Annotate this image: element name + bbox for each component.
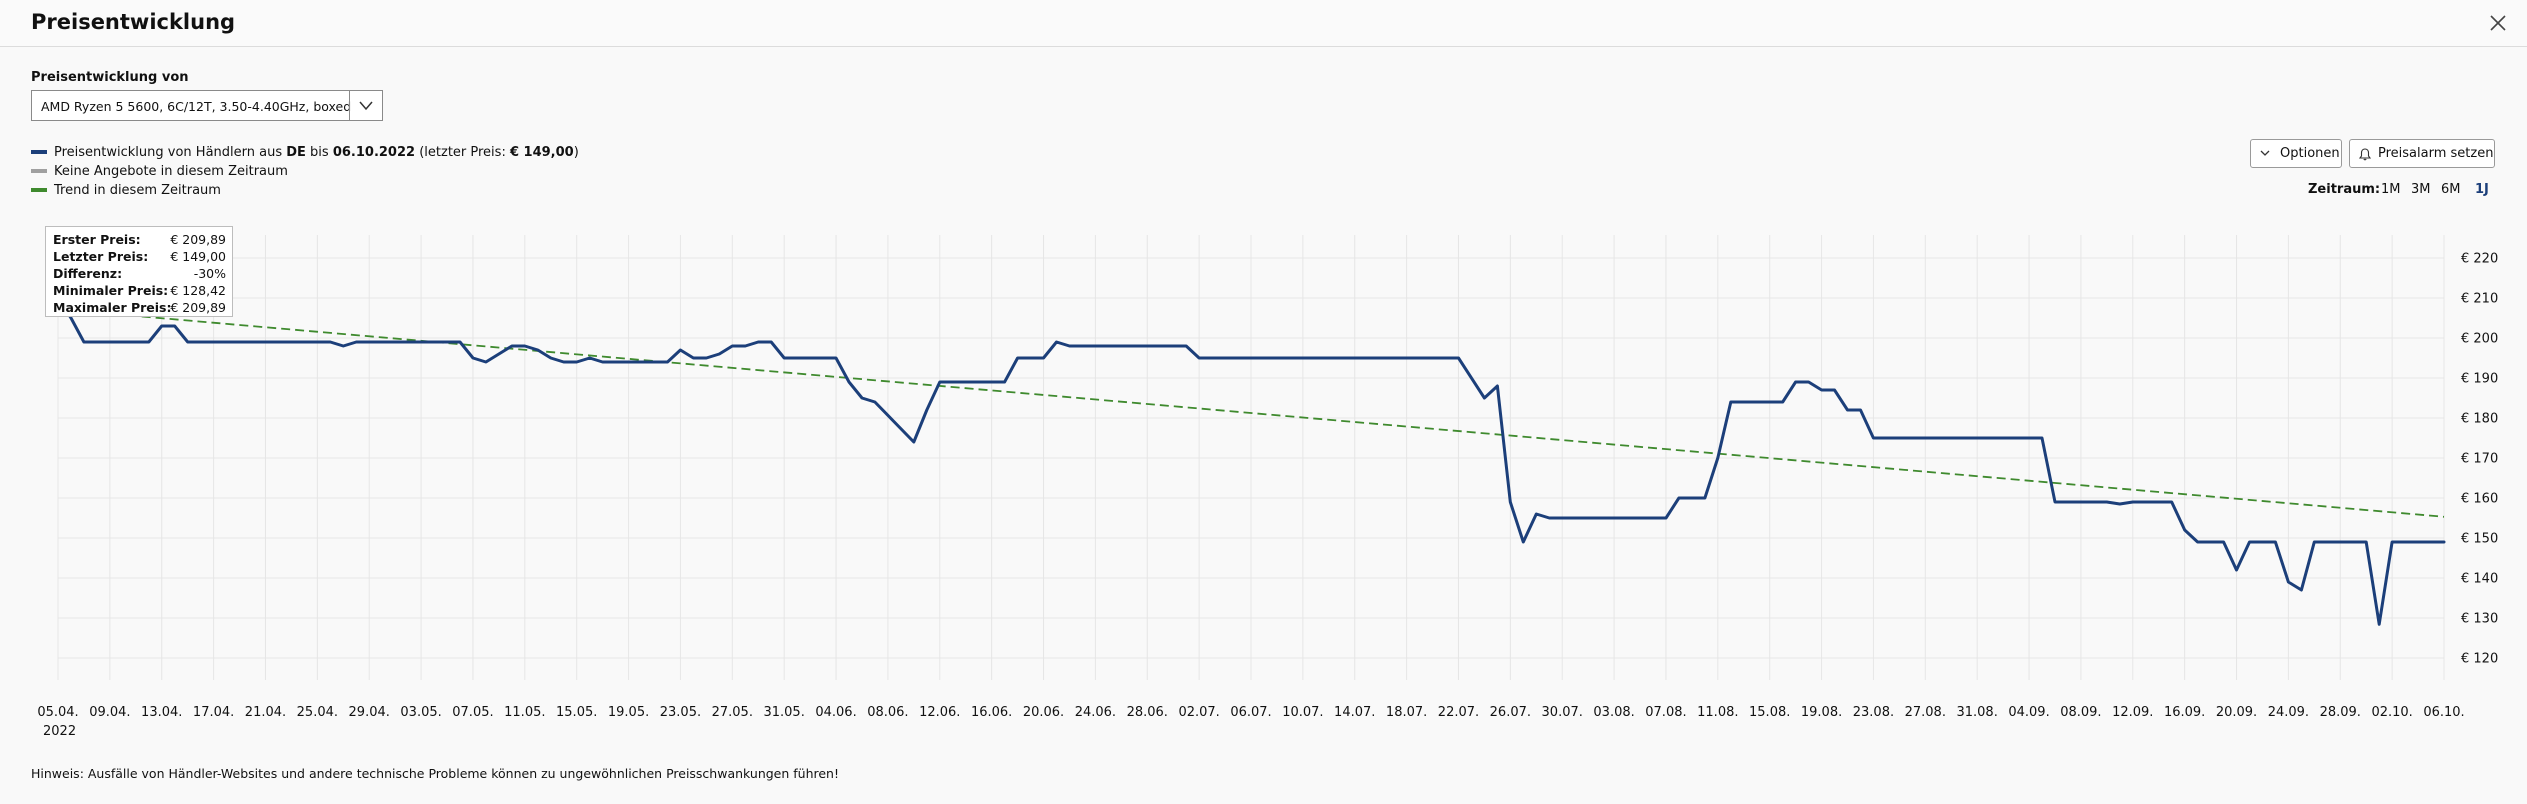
x-tick-label: 14.07.: [1334, 705, 1375, 720]
x-tick-label: 04.06.: [815, 705, 856, 720]
x-tick-label: 05.04.: [37, 705, 78, 720]
x-tick-label: 15.08.: [1749, 705, 1790, 720]
tooltip-row-difference: Differenz: -30%: [53, 266, 226, 281]
x-tick-label: 20.06.: [1023, 705, 1064, 720]
x-tick-label: 09.04.: [89, 705, 130, 720]
x-tick-label: 03.08.: [1593, 705, 1634, 720]
zeitraum-option-1j[interactable]: 1J: [2475, 182, 2489, 197]
y-tick-label: € 120: [2461, 652, 2498, 667]
x-tick-label: 06.10.: [2423, 705, 2464, 720]
x-tick-label: 26.07.: [1490, 705, 1531, 720]
x-tick-label: 12.09.: [2112, 705, 2153, 720]
x-tick-label: 22.07.: [1438, 705, 1479, 720]
zeitraum-option-6m[interactable]: 6M: [2441, 182, 2461, 197]
y-tick-label: € 190: [2461, 372, 2498, 387]
trend-line: [57, 308, 2445, 518]
legend-swatch-price: [31, 149, 47, 154]
x-tick-label: 07.05.: [452, 705, 493, 720]
product-select[interactable]: AMD Ryzen 5 5600, 6C/12T, 3.50-4.40GHz, …: [31, 90, 383, 121]
x-tick-label: 18.07.: [1386, 705, 1427, 720]
x-tick-label: 31.05.: [763, 705, 804, 720]
x-tick-label: 07.08.: [1645, 705, 1686, 720]
zeitraum-label: Zeitraum:: [2308, 182, 2381, 197]
legend-item-no-offers: Keine Angebote in diesem Zeitraum: [31, 164, 288, 179]
y-tick-label: € 200: [2461, 332, 2498, 347]
x-tick-label: 08.09.: [2060, 705, 2101, 720]
price-line: [56, 296, 2446, 626]
x-tick-label: 11.08.: [1697, 705, 1738, 720]
x-tick-label: 30.07.: [1542, 705, 1583, 720]
y-tick-label: € 210: [2461, 292, 2498, 307]
tooltip-row-min-price: Minimaler Preis: € 128,42: [53, 283, 226, 298]
x-tick-label: 12.06.: [919, 705, 960, 720]
x-tick-label: 13.04.: [141, 705, 182, 720]
chevron-down-icon[interactable]: [349, 91, 382, 120]
x-tick-label: 27.08.: [1905, 705, 1946, 720]
x-tick-label: 02.10.: [2371, 705, 2412, 720]
y-tick-label: € 180: [2461, 412, 2498, 427]
x-year-label: 2022: [43, 724, 76, 739]
x-tick-label: 16.06.: [971, 705, 1012, 720]
x-tick-label: 20.09.: [2216, 705, 2257, 720]
x-tick-label: 31.08.: [1956, 705, 1997, 720]
tooltip-row-max-price: Maximaler Preis: € 209,89: [53, 300, 226, 315]
y-tick-label: € 140: [2461, 572, 2498, 587]
x-tick-label: 23.05.: [660, 705, 701, 720]
zeitraum-option-3m[interactable]: 3M: [2411, 182, 2431, 197]
x-tick-label: 25.04.: [297, 705, 338, 720]
legend-item-trend: Trend in diesem Zeitraum: [31, 183, 221, 198]
x-tick-label: 21.04.: [245, 705, 286, 720]
y-tick-label: € 170: [2461, 452, 2498, 467]
chevron-down-icon: [2260, 150, 2270, 156]
price-summary-tooltip: Erster Preis: € 209,89 Letzter Preis: € 14…: [45, 226, 233, 317]
x-tick-label: 23.08.: [1853, 705, 1894, 720]
x-tick-label: 15.05.: [556, 705, 597, 720]
legend-swatch-no-offers: [31, 168, 47, 173]
x-tick-label: 17.04.: [193, 705, 234, 720]
close-icon[interactable]: [2487, 12, 2509, 34]
zeitraum-option-1m[interactable]: 1M: [2381, 182, 2401, 197]
y-tick-label: € 220: [2461, 252, 2498, 267]
x-tick-label: 10.07.: [1282, 705, 1323, 720]
tooltip-row-first-price: Erster Preis: € 209,89: [53, 232, 226, 247]
x-tick-label: 04.09.: [2008, 705, 2049, 720]
y-tick-label: € 130: [2461, 612, 2498, 627]
product-select-label: Preisentwicklung von: [31, 70, 189, 85]
dialog-header: Preisentwicklung: [0, 0, 2527, 47]
price-alarm-button[interactable]: Preisalarm setzen: [2349, 139, 2495, 168]
x-tick-label: 03.05.: [400, 705, 441, 720]
x-tick-label: 29.04.: [349, 705, 390, 720]
x-tick-label: 19.05.: [608, 705, 649, 720]
dialog-title: Preisentwicklung: [31, 10, 236, 34]
x-tick-label: 24.06.: [1075, 705, 1116, 720]
x-tick-label: 24.09.: [2268, 705, 2309, 720]
legend-item-price: Preisentwicklung von Händlern aus DE bis…: [31, 145, 579, 160]
x-tick-label: 27.05.: [712, 705, 753, 720]
x-tick-label: 16.09.: [2164, 705, 2205, 720]
x-tick-label: 02.07.: [1178, 705, 1219, 720]
x-tick-label: 28.06.: [1127, 705, 1168, 720]
bell-icon: [2359, 148, 2371, 161]
product-select-value: AMD Ryzen 5 5600, 6C/12T, 3.50-4.40GHz, …: [41, 99, 352, 114]
x-tick-label: 19.08.: [1801, 705, 1842, 720]
x-tick-label: 08.06.: [867, 705, 908, 720]
legend-swatch-trend: [31, 187, 47, 192]
x-tick-label: 11.05.: [504, 705, 545, 720]
options-button[interactable]: Optionen: [2250, 139, 2342, 168]
y-tick-label: € 160: [2461, 492, 2498, 507]
x-tick-label: 28.09.: [2320, 705, 2361, 720]
tooltip-row-last-price: Letzter Preis: € 149,00: [53, 249, 226, 264]
disclaimer-note: Hinweis: Ausfälle von Händler-Websites u…: [31, 766, 839, 781]
x-tick-label: 06.07.: [1230, 705, 1271, 720]
y-tick-label: € 150: [2461, 532, 2498, 547]
